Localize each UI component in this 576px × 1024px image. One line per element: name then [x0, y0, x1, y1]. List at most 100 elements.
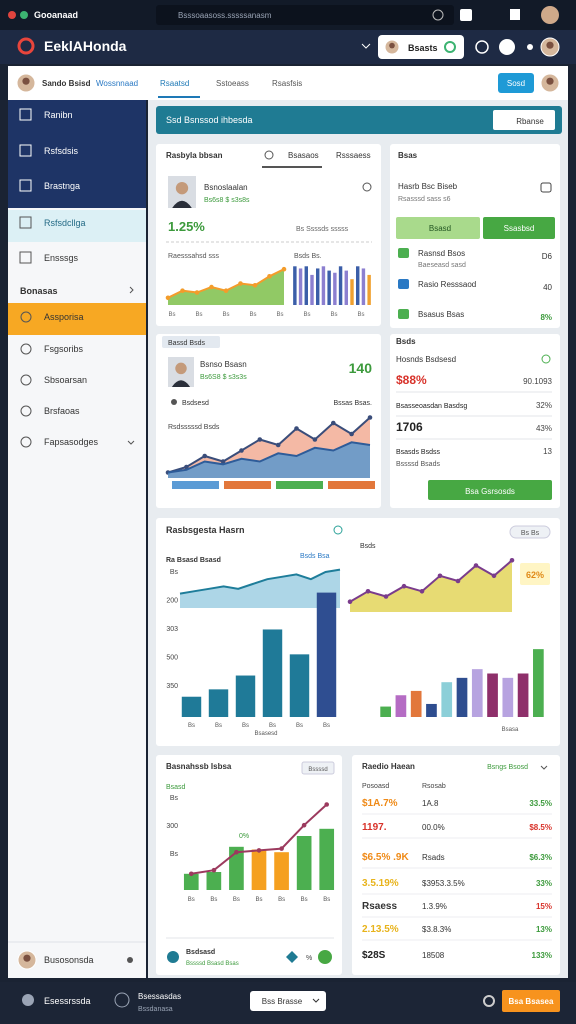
- label: $28S: [362, 950, 386, 961]
- tab[interactable]: Rsssaess: [336, 151, 371, 160]
- search-bar[interactable]: [156, 106, 562, 134]
- label: Bsds: [396, 337, 416, 346]
- label: 00.0%: [422, 823, 445, 832]
- chevron: [312, 998, 320, 1003]
- label: Bs: [215, 723, 222, 729]
- label: Rsasssd sass s6: [398, 196, 451, 203]
- point: [256, 848, 262, 853]
- icon[interactable]: [318, 950, 332, 964]
- label: Rsaess: [362, 901, 397, 912]
- avatar-head: [22, 77, 30, 85]
- label[interactable]: Sosd: [507, 79, 525, 88]
- button[interactable]: [396, 217, 480, 239]
- bar: [319, 828, 335, 890]
- label: $88%: [396, 373, 427, 387]
- tab[interactable]: Bsasaos: [288, 151, 319, 160]
- label: Rasnsd Bsos: [418, 249, 465, 258]
- point: [401, 583, 407, 589]
- label: Ssd Bsnssod ihbesda: [166, 115, 253, 125]
- label[interactable]: Rbanse: [516, 117, 544, 126]
- bar: [471, 669, 483, 717]
- sidebar: [8, 100, 146, 978]
- avatar-body: [171, 380, 191, 387]
- bar: [426, 703, 437, 717]
- tag: [301, 761, 335, 775]
- label: Bssas Bsas.: [333, 400, 372, 407]
- label[interactable]: Bsa Gsrsosds: [465, 487, 515, 496]
- label[interactable]: Bss Brasse: [262, 997, 303, 1006]
- nav-item[interactable]: Ensssgs: [44, 253, 79, 263]
- label: 133%: [532, 951, 552, 960]
- bar: [356, 266, 360, 305]
- nav-item[interactable]: Fsgsoribs: [44, 344, 84, 354]
- point: [211, 867, 217, 873]
- point: [301, 822, 307, 828]
- list-icon: [398, 279, 409, 289]
- label: Bsngs Bsosd: [487, 764, 528, 771]
- bar: [367, 274, 371, 305]
- label: Bs: [233, 897, 240, 903]
- button[interactable]: [498, 73, 534, 93]
- label: Bs6s8 $ s3s8s: [204, 197, 250, 204]
- label: Rsdsssssd Bsds: [168, 424, 220, 431]
- nav-item[interactable]: Ranibn: [44, 110, 73, 120]
- search-button[interactable]: [493, 110, 555, 130]
- point: [331, 420, 336, 426]
- bar: [229, 846, 244, 890]
- label: 90.1093: [523, 377, 552, 386]
- button[interactable]: [428, 480, 552, 500]
- label: Bs: [242, 723, 249, 729]
- button[interactable]: [502, 990, 560, 1012]
- tab[interactable]: Sstoeass: [216, 79, 249, 88]
- nav-item[interactable]: Brsfaoas: [44, 406, 80, 416]
- nav-item[interactable]: Assporisa: [44, 312, 84, 322]
- label[interactable]: Ssasbsd: [504, 224, 535, 233]
- tab[interactable]: Rsaatsd: [160, 79, 189, 88]
- label: Bsas: [398, 151, 418, 160]
- button[interactable]: [483, 217, 555, 239]
- header-button[interactable]: [378, 35, 464, 59]
- area: [168, 442, 370, 478]
- label: 13%: [536, 925, 552, 934]
- bar: [293, 266, 297, 305]
- select[interactable]: [250, 991, 326, 1011]
- icon: [264, 150, 274, 160]
- point: [281, 266, 287, 272]
- label: 8%: [540, 313, 552, 322]
- nav-item[interactable]: Rsfsdcllga: [44, 218, 86, 228]
- point: [257, 437, 263, 442]
- nav-icon: [19, 179, 32, 192]
- point: [294, 426, 299, 431]
- status-ring: [444, 41, 456, 53]
- nav-item[interactable]: Sbsoarsan: [44, 375, 87, 385]
- tab[interactable]: Rsasfsis: [272, 79, 302, 88]
- button-label[interactable]: Bsasts: [408, 43, 438, 53]
- label: Rasbyla bbsan: [166, 151, 223, 160]
- label: Bs: [210, 897, 217, 903]
- label: 500: [166, 655, 178, 662]
- label: 350: [166, 683, 178, 690]
- bar: [380, 706, 391, 717]
- bar: [350, 279, 354, 305]
- point: [349, 431, 354, 437]
- label: 43%: [536, 424, 552, 433]
- bar: [327, 270, 331, 305]
- nav-item[interactable]: Fapsasodges: [44, 437, 99, 447]
- bar: [206, 872, 222, 890]
- label: Bssssd Bsasd Bsas: [186, 961, 239, 967]
- card: [156, 755, 342, 975]
- tab-underline: [158, 96, 200, 98]
- label: 62%: [526, 570, 544, 580]
- bar: [235, 675, 256, 717]
- label: Bssssd Bsads: [396, 461, 440, 468]
- subheader: [8, 66, 568, 100]
- nav-item[interactable]: Brastnga: [44, 181, 80, 191]
- point: [165, 295, 171, 301]
- label: Bs: [323, 723, 330, 729]
- label[interactable]: Bsasd: [429, 224, 451, 233]
- label: Ra Bsasd Bsasd: [166, 557, 221, 564]
- label: Bsds Bs.: [294, 253, 322, 260]
- nav-icon: [19, 144, 32, 157]
- label[interactable]: Bsa Bsasea: [509, 997, 554, 1006]
- nav-item[interactable]: Rsfsdsis: [44, 146, 79, 156]
